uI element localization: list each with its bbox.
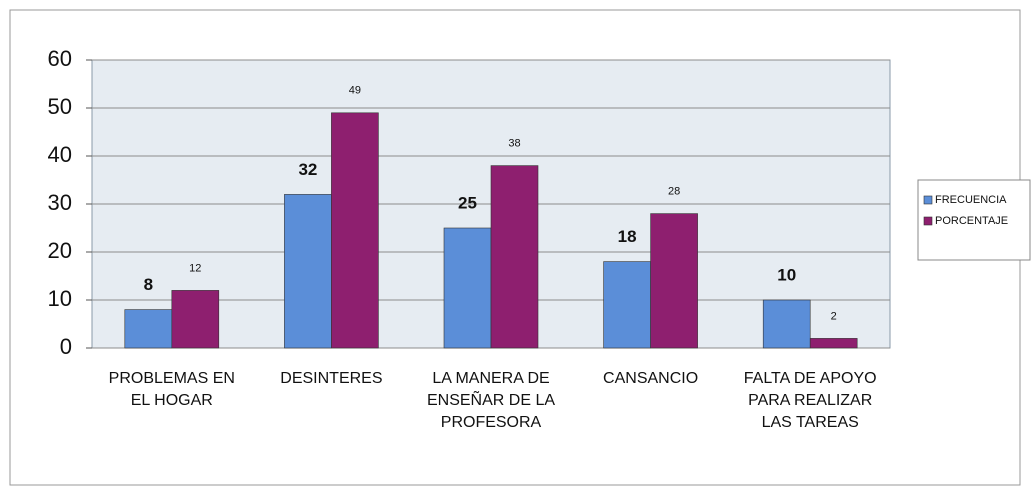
value-label: 28 (668, 186, 680, 198)
value-label: 38 (508, 138, 520, 150)
value-label: 2 (831, 310, 837, 322)
legend-label: FRECUENCIA (935, 194, 1007, 206)
value-label: 18 (618, 227, 637, 246)
bar (171, 290, 220, 349)
x-tick-label: CANSANCIO (603, 370, 699, 387)
y-tick-label: 60 (48, 46, 72, 71)
y-tick-label: 40 (48, 142, 72, 167)
legend-box (917, 179, 1031, 261)
bar (443, 227, 492, 349)
bar (762, 299, 811, 349)
value-label: 25 (458, 193, 477, 212)
y-tick-label: 0 (60, 334, 72, 359)
y-tick-label: 30 (48, 190, 72, 215)
legend-swatch (923, 195, 933, 205)
bar (284, 194, 332, 349)
bar (124, 309, 173, 349)
legend-label: PORCENTAJE (935, 215, 1008, 227)
x-tick-label: LA MANERA DE ENSEÑAR DE LA PROFESORA (426, 370, 556, 431)
bar (809, 338, 858, 349)
y-tick-label: 10 (48, 286, 72, 311)
y-tick-label: 50 (48, 94, 72, 119)
value-label: 49 (349, 85, 361, 97)
bar (331, 112, 379, 349)
value-label: 10 (777, 265, 796, 284)
bar (603, 261, 651, 349)
x-tick-label: FALTA DE APOYO PARA REALIZAR LAS TAREAS (743, 370, 877, 431)
x-tick-label: DESINTERES (280, 370, 383, 387)
legend-swatch (923, 216, 933, 226)
bar (490, 165, 539, 349)
y-tick-label: 20 (48, 238, 72, 263)
value-label: 8 (144, 275, 153, 294)
value-label: 12 (189, 262, 201, 274)
bar (650, 213, 698, 349)
x-tick-label: PROBLEMAS EN EL HOGAR (108, 370, 235, 409)
value-label: 32 (298, 160, 317, 179)
